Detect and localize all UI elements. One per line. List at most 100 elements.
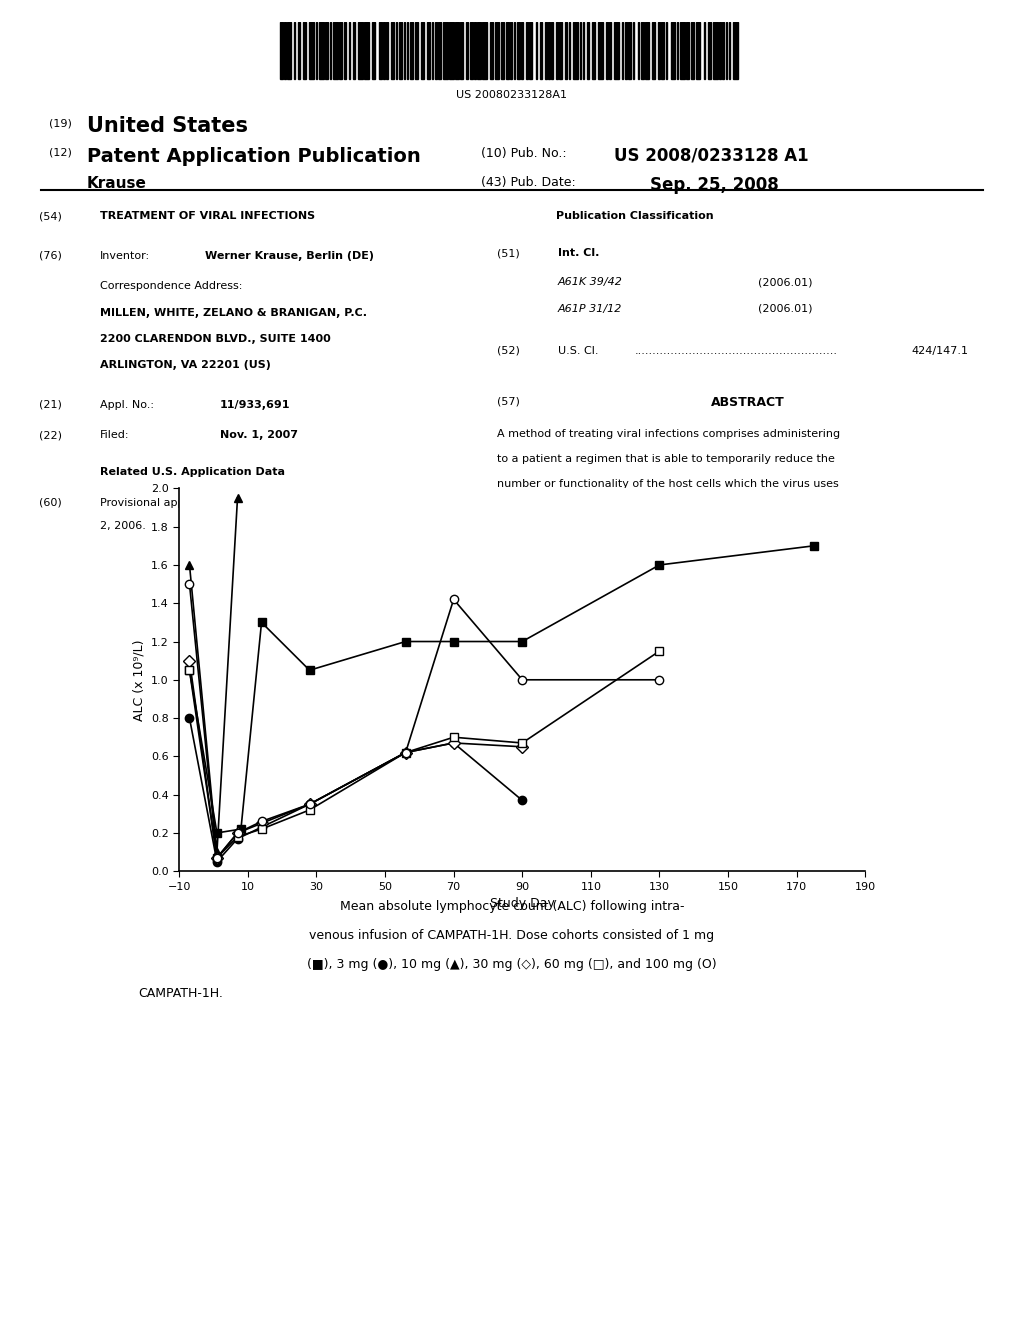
Bar [551,22,553,79]
Bar [495,22,500,79]
Bar [606,22,608,79]
Text: (2006.01): (2006.01) [758,304,812,314]
Bar [529,22,532,79]
Bar [443,22,447,79]
Text: Patent Application Publication: Patent Application Publication [87,147,421,165]
Y-axis label: ALC (x 10⁹/L): ALC (x 10⁹/L) [132,639,145,721]
Bar [568,22,570,79]
Bar [691,22,694,79]
Text: U.S. Cl.: U.S. Cl. [558,346,599,356]
Text: (60): (60) [39,498,61,508]
Bar [326,22,329,79]
Text: (21): (21) [39,400,61,411]
Text: number or functionality of the host cells which the virus uses: number or functionality of the host cell… [497,479,839,490]
Bar [588,22,589,79]
Text: (57): (57) [497,396,519,407]
Bar [373,22,376,79]
Bar [386,22,388,79]
Text: (22): (22) [39,430,61,441]
Bar [614,22,618,79]
Bar [474,22,476,79]
Text: (54): (54) [39,211,61,222]
Bar [680,22,685,79]
Text: A61K 39/42: A61K 39/42 [558,277,623,288]
Text: A61P 31/12: A61P 31/12 [558,304,623,314]
Text: (19): (19) [49,119,72,129]
Text: 2, 2006.: 2, 2006. [100,521,146,532]
Bar [298,22,300,79]
Bar [280,22,283,79]
Bar [651,22,655,79]
Bar [383,22,385,79]
Bar [501,22,504,79]
Bar [514,22,515,79]
Text: (52): (52) [497,346,519,356]
Bar [641,22,644,79]
Bar [379,22,382,79]
Bar [645,22,648,79]
Text: Correspondence Address:: Correspondence Address: [100,281,243,292]
Bar [432,22,433,79]
Bar [309,22,314,79]
Bar [427,22,430,79]
Text: 424/147.1: 424/147.1 [911,346,969,356]
Text: to a patient a regimen that is able to temporarily reduce the: to a patient a regimen that is able to t… [497,454,835,465]
Bar [666,22,668,79]
Bar [315,22,317,79]
Bar [339,22,342,79]
Bar [288,22,291,79]
Bar [671,22,675,79]
Bar [583,22,585,79]
Text: Sep. 25, 2008: Sep. 25, 2008 [650,176,779,194]
Bar [686,22,689,79]
Text: Krause: Krause [87,176,146,190]
Bar [638,22,639,79]
Text: MILLEN, WHITE, ZELANO & BRANIGAN, P.C.: MILLEN, WHITE, ZELANO & BRANIGAN, P.C. [100,308,368,318]
Bar [294,22,295,79]
Bar [722,22,724,79]
Text: Related U.S. Application Data: Related U.S. Application Data [100,467,286,478]
Bar [662,22,665,79]
Bar [609,22,611,79]
Bar [592,22,595,79]
Bar [729,22,730,79]
Text: Inventor:: Inventor: [100,251,151,261]
Text: ARLINGTON, VA 22201 (US): ARLINGTON, VA 22201 (US) [100,360,271,371]
Bar [399,22,402,79]
Text: 11/933,691: 11/933,691 [220,400,291,411]
Bar [628,22,632,79]
Bar [580,22,581,79]
Bar [633,22,635,79]
Text: (10) Pub. No.:: (10) Pub. No.: [481,147,567,160]
Text: US 20080233128A1: US 20080233128A1 [457,90,567,100]
Text: Nov. 1, 2007: Nov. 1, 2007 [220,430,298,441]
Bar [358,22,362,79]
Bar [482,22,486,79]
Bar [703,22,706,79]
Text: Filed:: Filed: [100,430,130,441]
Bar [490,22,494,79]
Bar [303,22,306,79]
Bar [733,22,738,79]
Bar [456,22,459,79]
Bar [396,22,397,79]
Bar [365,22,369,79]
Bar [391,22,394,79]
Bar [435,22,436,79]
Bar [330,22,332,79]
Text: A method of treating viral infections comprises administering: A method of treating viral infections co… [497,429,840,440]
Bar [709,22,712,79]
Text: 2200 CLARENDON BLVD., SUITE 1400: 2200 CLARENDON BLVD., SUITE 1400 [100,334,331,345]
Bar [349,22,350,79]
Bar [719,22,721,79]
Bar [415,22,418,79]
Bar [573,22,578,79]
Text: cells are part of the immune system.: cells are part of the immune system. [497,529,702,540]
Bar [536,22,538,79]
Bar [713,22,718,79]
Text: ........................................................: ........................................… [635,346,838,356]
Bar [510,22,512,79]
Bar [556,22,557,79]
Bar [658,22,659,79]
Text: ABSTRACT: ABSTRACT [711,396,784,409]
